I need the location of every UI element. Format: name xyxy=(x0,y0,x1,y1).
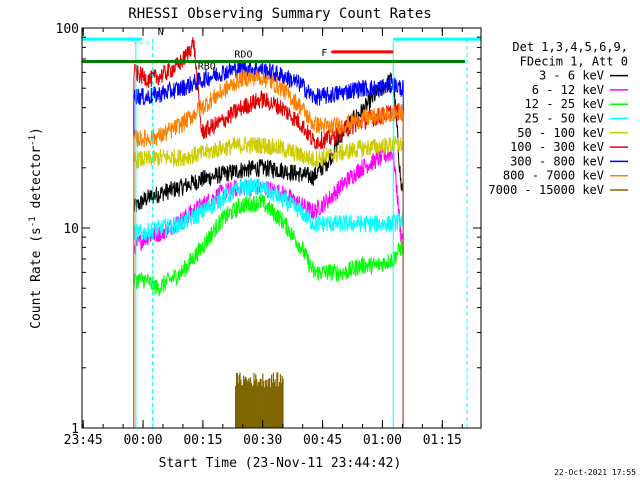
series-line xyxy=(133,194,404,428)
legend-label: 800 - 7000 keV xyxy=(503,169,604,183)
legend-label: 6 - 12 keV xyxy=(532,83,604,97)
series-line xyxy=(133,177,404,428)
x-tick-label: 00:00 xyxy=(123,433,162,448)
y-tick-label: 100 xyxy=(56,22,79,37)
legend-label: 3 - 6 keV xyxy=(539,69,604,83)
legend-label: 50 - 100 keV xyxy=(517,126,604,140)
legend-label: 300 - 800 keV xyxy=(510,154,604,168)
annotation-layer: N RDO RBO F xyxy=(82,27,481,428)
series-0 xyxy=(133,72,404,428)
series-layer xyxy=(133,37,404,428)
series-4 xyxy=(133,135,404,428)
axis-layer: 23:45 00:00 00:15 00:30 00:45 01:00 01:15 1 10 10… xyxy=(56,22,481,448)
x-tick-label: 00:15 xyxy=(183,433,222,448)
x-axis-label: Start Time (23-Nov-11 23:44:42) xyxy=(159,456,402,471)
series-line xyxy=(133,69,404,428)
x-tick-label: 23:45 xyxy=(64,433,103,448)
series-line xyxy=(133,72,404,428)
series-6 xyxy=(133,60,404,428)
legend-header: Det 1,3,4,5,6,9, xyxy=(512,40,628,54)
footer-date: 22-Oct-2021 17:55 xyxy=(554,468,636,477)
annotation-rdo: RDO xyxy=(234,50,252,61)
legend-label: 100 - 300 keV xyxy=(510,140,604,154)
annotation-f: F xyxy=(321,48,327,59)
series-7 xyxy=(133,69,404,428)
x-tick-label: 01:00 xyxy=(363,433,402,448)
series-olive-spikes xyxy=(235,372,284,428)
series-2 xyxy=(133,194,404,428)
series-line xyxy=(133,135,404,428)
series-5 xyxy=(133,37,404,428)
series-line xyxy=(133,37,404,428)
y-tick-label: 10 xyxy=(63,222,79,237)
legend-header: FDecim 1, Att 0 xyxy=(520,54,628,68)
y-tick-label: 1 xyxy=(71,422,79,437)
legend-label: 25 - 50 keV xyxy=(525,112,604,126)
series-3 xyxy=(133,177,404,428)
x-tick-label: 01:15 xyxy=(423,433,462,448)
legend-label: 7000 - 15000 keV xyxy=(488,183,604,197)
legend: Det 1,3,4,5,6,9,FDecim 1, Att 03 - 6 keV… xyxy=(488,40,628,197)
y-axis-label: Count Rate (s-1 detector-1) xyxy=(28,127,44,329)
legend-label: 12 - 25 keV xyxy=(525,97,604,111)
x-tick-label: 00:45 xyxy=(303,433,342,448)
annotation-rbo: RBO xyxy=(198,62,216,73)
series-line xyxy=(133,60,404,428)
x-tick-label: 00:30 xyxy=(243,433,282,448)
annotation-n: N xyxy=(158,27,164,38)
chart-title: RHESSI Observing Summary Count Rates xyxy=(128,6,431,22)
